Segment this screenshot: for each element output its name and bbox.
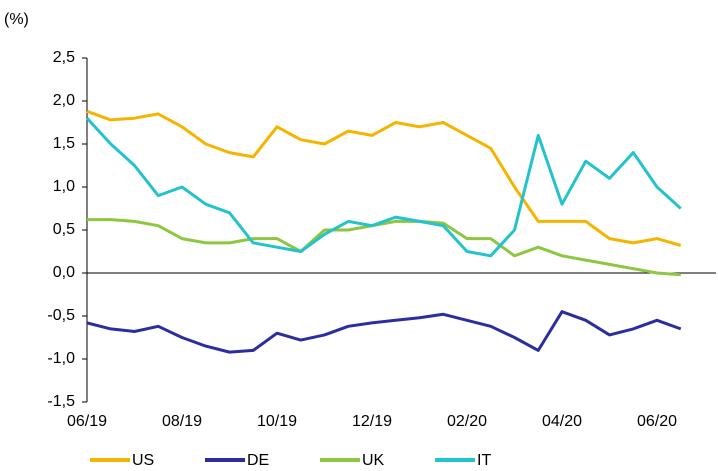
- y-tick-label: 2,5: [53, 49, 75, 66]
- series-line: [85, 117, 682, 258]
- legend-label: US: [132, 452, 154, 469]
- y-tick-label: -0,5: [47, 307, 75, 324]
- legend-label: UK: [362, 452, 385, 469]
- y-tick-label: 0,5: [53, 221, 75, 238]
- y-tick-label: -1,5: [47, 393, 75, 410]
- legend-label: IT: [477, 452, 491, 469]
- x-tick-label: 04/20: [542, 413, 582, 430]
- series-line: [87, 218, 681, 277]
- x-tick-label: 06/20: [637, 413, 677, 430]
- y-tick-label: 0,0: [53, 264, 75, 281]
- x-tick-label: 06/19: [67, 413, 107, 430]
- y-tick-label: 2,0: [53, 92, 75, 109]
- x-tick-label: 12/19: [352, 413, 392, 430]
- y-tick-label: 1,0: [53, 178, 75, 195]
- y-tick-label: 1,5: [53, 135, 75, 152]
- y-axis-label: (%): [4, 11, 29, 28]
- x-tick-label: 02/20: [447, 413, 487, 430]
- y-tick-label: -1,0: [47, 350, 75, 367]
- series-line: [86, 109, 682, 247]
- legend-label: DE: [247, 452, 269, 469]
- x-tick-label: 10/19: [257, 413, 297, 430]
- x-tick-label: 08/19: [162, 413, 202, 430]
- series-line: [86, 310, 682, 354]
